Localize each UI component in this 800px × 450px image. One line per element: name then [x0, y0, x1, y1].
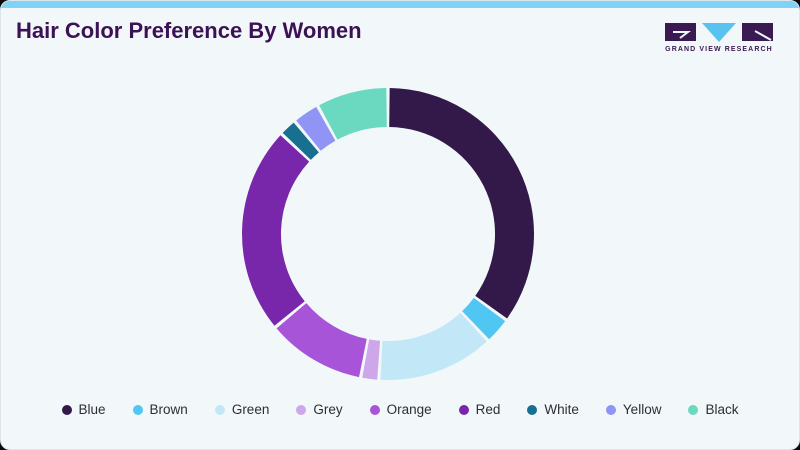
legend-item-blue[interactable]: Blue — [61, 402, 106, 417]
grand-view-research-logo: GRAND VIEW RESEARCH — [665, 23, 773, 53]
legend-dot-white — [527, 404, 538, 415]
legend-item-grey[interactable]: Grey — [296, 402, 343, 417]
donut-segment-blue[interactable] — [389, 88, 534, 319]
donut-segment-grey[interactable] — [362, 339, 381, 380]
legend-dot-yellow — [605, 404, 616, 415]
logo-text: GRAND VIEW RESEARCH — [665, 46, 773, 53]
legend-label: Green — [231, 402, 270, 417]
chart-legend: Blue Brown Green Grey Orange Red White Yellow Bl… — [1, 402, 799, 417]
logo-v-triangle-icon — [702, 23, 736, 42]
page-title: Hair Color Preference By Women — [16, 18, 362, 43]
legend-dot-black — [688, 404, 699, 415]
legend-dot-red — [458, 404, 469, 415]
legend-label: Red — [475, 402, 501, 417]
legend-label: Blue — [78, 402, 106, 417]
legend-label: White — [544, 402, 579, 417]
logo-marks — [665, 23, 773, 42]
logo-r-block — [742, 23, 773, 41]
legend-dot-blue — [61, 404, 72, 415]
legend-dot-grey — [296, 404, 307, 415]
legend-label: Grey — [313, 402, 343, 417]
legend-item-orange[interactable]: Orange — [369, 402, 432, 417]
legend-item-green[interactable]: Green — [214, 402, 270, 417]
legend-label: Black — [705, 402, 739, 417]
legend-item-black[interactable]: Black — [688, 402, 738, 417]
legend-dot-green — [214, 404, 225, 415]
donut-segment-white[interactable] — [282, 122, 319, 160]
legend-item-yellow[interactable]: Yellow — [605, 402, 662, 417]
donut-segment-red[interactable] — [242, 135, 310, 326]
legend-dot-orange — [369, 404, 380, 415]
donut-chart-svg — [242, 88, 534, 381]
donut-segment-brown[interactable] — [462, 297, 506, 340]
logo-g-block — [665, 23, 696, 41]
legend-label: Brown — [149, 402, 188, 417]
top-accent-bar — [1, 1, 799, 8]
donut-chart — [228, 74, 548, 394]
legend-item-red[interactable]: Red — [458, 402, 501, 417]
legend-label: Orange — [386, 402, 432, 417]
legend-item-brown[interactable]: Brown — [132, 402, 188, 417]
legend-dot-brown — [132, 404, 143, 415]
donut-segment-yellow[interactable] — [296, 106, 336, 151]
donut-segment-orange[interactable] — [276, 303, 367, 378]
donut-segment-black[interactable] — [319, 88, 387, 140]
legend-item-white[interactable]: White — [527, 402, 579, 417]
donut-segment-green[interactable] — [380, 312, 487, 381]
legend-label: Yellow — [622, 402, 662, 417]
